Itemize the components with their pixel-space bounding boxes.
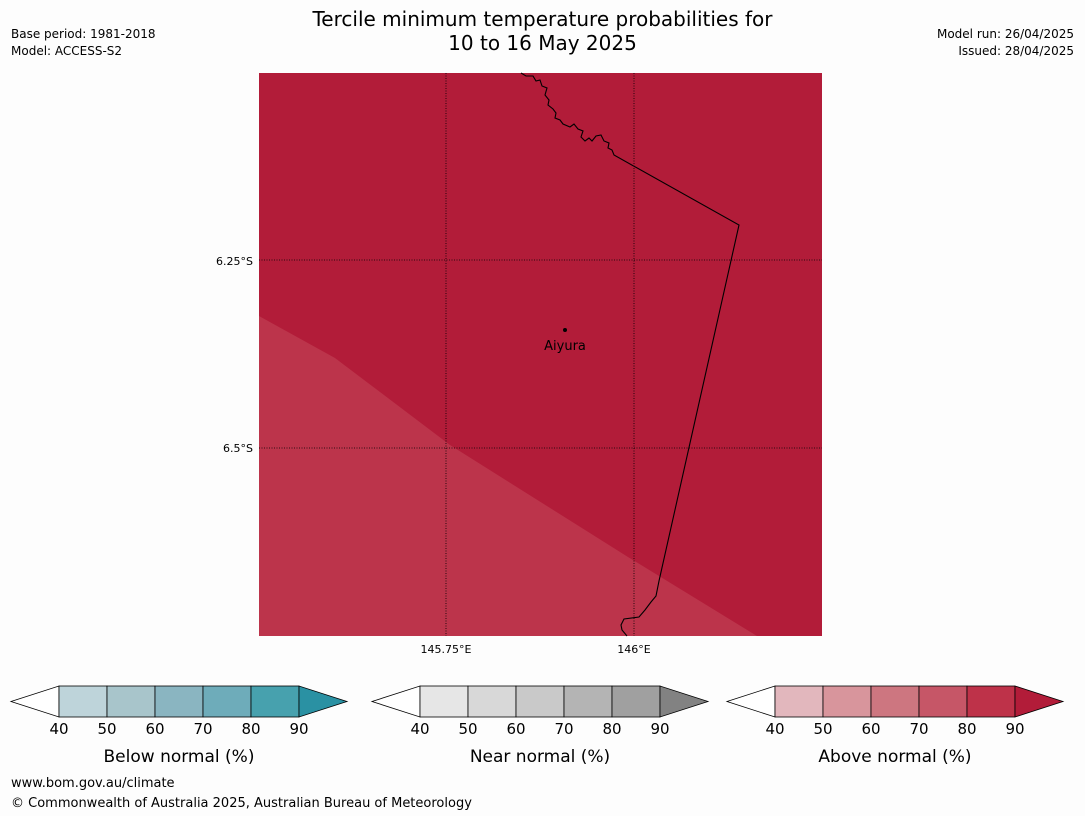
title-line-1: Tercile minimum temperature probabilitie… [312,7,773,31]
legend-tick-label: 70 [909,720,928,738]
run-info: Model run: 26/04/2025 Issued: 28/04/2025 [937,26,1074,60]
model-info: Base period: 1981-2018 Model: ACCESS-S2 [11,26,156,60]
place-marker [563,328,567,332]
model-run-date: Model run: 26/04/2025 [936,27,1074,41]
footer-copyright: © Commonwealth of Australia 2025, Austra… [11,796,472,811]
legend-extend-low [370,685,421,718]
legend-near-normal: 40 50 60 70 80 90 Near normal (%) [370,685,710,767]
lon-label-145-75: 145.75°E [421,643,472,656]
footer-url: www.bom.gov.au/climate [11,776,175,791]
legend-color-segment [966,685,1016,718]
legend-color-segment [250,685,300,718]
legend-tick-label: 40 [410,720,429,738]
legend-tick-label: 90 [289,720,308,738]
title-line-2: 10 to 16 May 2025 [448,31,637,55]
legend-extend-high [298,685,349,718]
lat-label-6-25: 6.25°S [216,255,253,268]
legend-color-segment [419,685,469,718]
lat-label-6-5: 6.5°S [223,442,253,455]
probability-region-70-80 [259,316,757,636]
legend-color-segment [154,685,204,718]
legend-tick-label: 70 [193,720,212,738]
legend-title: Above normal (%) [818,747,971,767]
legend-title: Near normal (%) [470,747,610,767]
legend-tick-label: 70 [554,720,573,738]
legend-tick-label: 50 [458,720,477,738]
place-label: Aiyura [544,339,586,354]
legend-tick-label: 60 [861,720,880,738]
legend-below-normal: 40 50 60 70 80 90 Below normal (%) [9,685,349,767]
legend-tick-label: 50 [813,720,832,738]
legend-color-segment [58,685,108,718]
legend-tick-label: 90 [650,720,669,738]
legend-color-segment [106,685,156,718]
legend-tick-label: 60 [506,720,525,738]
map-title: Tercile minimum temperature probabilitie… [0,7,1085,55]
legend-color-segment [822,685,872,718]
legend-color-segment [563,685,613,718]
model-name: Model: ACCESS-S2 [11,44,123,58]
map-panel: Aiyura 6.25°S 6.5°S 145.75°E 146°E [216,72,822,656]
legend-tick-label: 40 [765,720,784,738]
legend-color-segment [611,685,661,718]
base-period: Base period: 1981-2018 [11,27,156,41]
legend-title: Below normal (%) [104,747,255,767]
lon-label-146: 146°E [617,643,650,656]
legend-extend-high [659,685,710,718]
coastline-border [520,72,740,637]
legend-tick-label: 50 [97,720,116,738]
legend-tick-label: 40 [49,720,68,738]
issued-date: Issued: 28/04/2025 [958,44,1074,58]
legend-extend-high [1014,685,1065,718]
legend-color-segment [918,685,968,718]
legend-above-normal: 40 50 60 70 80 90 Above normal (%) [725,685,1065,767]
legend-extend-low [9,685,60,718]
legend-extend-low [725,685,776,718]
legend-color-segment [870,685,920,718]
legend-tick-label: 80 [241,720,260,738]
legend-tick-label: 90 [1005,720,1024,738]
legend-tick-label: 80 [957,720,976,738]
legend-color-segment [515,685,565,718]
legend-color-segment [774,685,824,718]
legend-tick-label: 80 [602,720,621,738]
legend-color-segment [202,685,252,718]
legend-tick-label: 60 [145,720,164,738]
legend-color-segment [467,685,517,718]
